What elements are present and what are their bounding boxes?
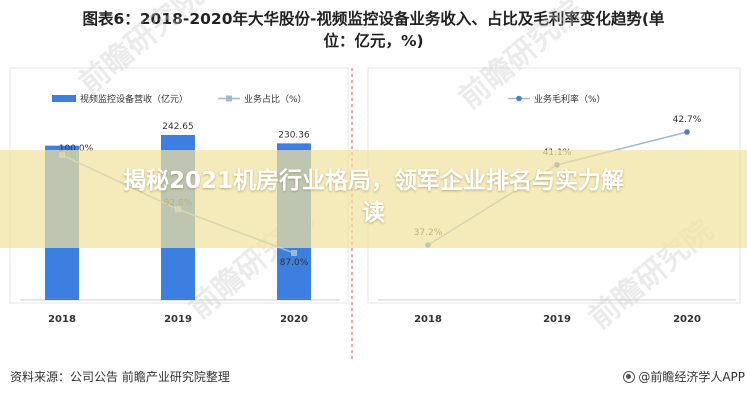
right-x-tick-2018: 2018	[414, 314, 442, 325]
legend-bar-label: 视频监控设备营收（亿元）	[80, 93, 188, 105]
right-x-tick-2020: 2020	[673, 314, 701, 325]
source-note: 资料来源：公司公告 前瞻产业研究院整理	[10, 370, 230, 384]
brand-credit: @前瞻经济学人APP	[623, 368, 745, 385]
headline-text: 揭秘2021机房行业格局，领军企业排名与实力解 读	[0, 165, 747, 229]
left-x-tick-2020: 2020	[280, 314, 308, 325]
chart-title-line-2: 位：亿元，%)	[323, 32, 424, 50]
legend-bar-swatch	[52, 95, 76, 102]
share-label-2020: 87.0%	[280, 258, 309, 268]
brand-credit-text: @前瞻经济学人APP	[638, 370, 745, 384]
margin-label-2020: 42.7%	[673, 115, 702, 125]
headline-banner	[0, 150, 747, 248]
chart-title-line-1: 图表6：2018-2020年大华股份-视频监控设备业务收入、占比及毛利率变化趋势…	[82, 10, 665, 28]
bar-label-2020: 230.36	[278, 130, 310, 140]
bar-label-2019: 242.65	[162, 122, 194, 132]
legend-share-marker	[226, 95, 232, 102]
brand-logo-icon	[623, 370, 636, 383]
chart-title: 图表6：2018-2020年大华股份-视频监控设备业务收入、占比及毛利率变化趋势…	[0, 8, 747, 52]
right-x-tick-2019: 2019	[543, 314, 571, 325]
headline-line-1: 揭秘2021机房行业格局，领军企业排名与实力解	[122, 168, 624, 194]
legend-share-label: 业务占比（%）	[244, 93, 307, 105]
watermark-1: 前瞻研究院	[73, 0, 210, 101]
margin-point-2020	[684, 129, 690, 135]
legend-margin-marker	[516, 95, 522, 102]
headline-line-2: 读	[362, 200, 385, 226]
left-x-tick-2018: 2018	[48, 314, 76, 325]
legend-margin-label: 业务毛利率（%）	[534, 93, 606, 105]
share-label-2018: 100.0%	[59, 144, 94, 154]
left-x-tick-2019: 2019	[164, 314, 192, 325]
share-point-2020	[291, 250, 297, 256]
